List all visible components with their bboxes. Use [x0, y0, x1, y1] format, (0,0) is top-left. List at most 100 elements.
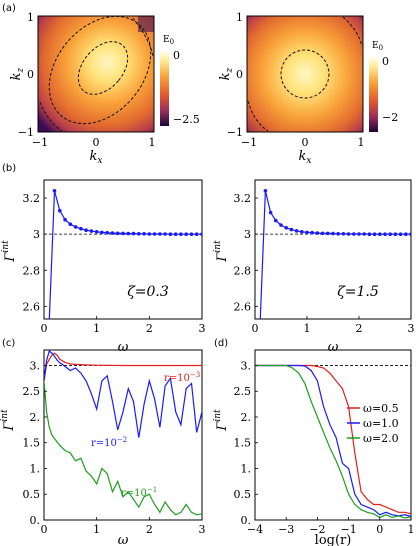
data-point [173, 232, 178, 236]
data-point [63, 217, 67, 222]
data-point [142, 232, 146, 236]
data-point [409, 232, 411, 236]
x-tick-label: 0 [41, 523, 48, 536]
y-tick-label: 2.5 [234, 385, 252, 398]
data-point [362, 232, 367, 236]
heatmap-left-ytick: 0 [27, 68, 34, 81]
series-line-c-0 [44, 352, 202, 381]
heatmap-right-xtick: −1 [241, 136, 257, 149]
series-label-c-r2-sup: −2 [117, 436, 127, 444]
heatmap-right-ylabel-sub: z [225, 67, 235, 73]
series-line-c-1 [44, 350, 202, 438]
y-tick-label: 2.8 [23, 264, 41, 277]
ylabel-b-left: Γint [1, 240, 18, 263]
data-point [152, 232, 157, 236]
y-tick-label: 3. [241, 359, 252, 372]
colorbar-right-label-sub: 0 [379, 44, 383, 52]
y-tick-label: 0. [241, 514, 252, 527]
data-point [58, 208, 62, 213]
heatmap-left-field [38, 16, 154, 132]
legend-label-omega-0-5: ω=0.5 [363, 402, 399, 415]
data-point [126, 231, 131, 236]
panel-label-a: (a) [2, 3, 16, 14]
plot-frame-b-left [43, 179, 203, 320]
data-point [331, 231, 335, 236]
xlabel-c: ω [118, 533, 129, 546]
data-point [179, 232, 183, 236]
data-point [274, 218, 278, 223]
colorbar-left-tick-top: 0 [173, 49, 180, 62]
y-tick-label: 1. [30, 462, 41, 475]
ylabel-b-right-main: Γ [215, 252, 230, 263]
data-point [388, 232, 393, 236]
x-tick-label: 2 [146, 322, 153, 335]
data-point [305, 230, 309, 235]
colorbar-left [160, 50, 169, 126]
heatmap-left-contour-outer [48, 15, 152, 125]
heatmap-panel-right: 1 0 −1 −1 0 1 kx kz E0 0 −2 [218, 11, 398, 166]
colorbar-right-label-main: E [372, 41, 379, 51]
colorbar-right-label: E0 [372, 41, 383, 52]
series-line-c-2 [44, 380, 202, 516]
y-tick-label: 3.2 [234, 192, 252, 205]
ylabel-b-right: Γint [213, 240, 230, 263]
x-tick-label: 3 [199, 523, 206, 536]
series-label-c-r3-main: r=10 [164, 373, 190, 384]
legend-label-omega-1-0: ω=1.0 [363, 417, 399, 430]
data-point [289, 227, 294, 232]
data-point [378, 232, 382, 236]
data-point [279, 223, 283, 227]
data-point [310, 230, 315, 235]
series-line-d-1 [255, 364, 411, 517]
x-tick-label: 1 [93, 523, 100, 536]
y-tick-label: 2.6 [234, 300, 252, 313]
data-point [100, 230, 104, 235]
series-label-c-r3: r=10−3 [164, 371, 200, 384]
line-panel-d: −4 −3 −2 −1 0 1 0. 0.5 1. 1.5 2. 2.5 3. ω=0.5 ω=1.0 … [213, 349, 415, 546]
heatmap-left-xtick: 0 [93, 136, 100, 149]
data-point [194, 232, 199, 236]
y-tick-label: 3. [30, 359, 41, 372]
heatmap-left-xlabel: kx [90, 149, 103, 166]
data-point [315, 231, 320, 235]
series-label-c-r1: r=10−1 [121, 486, 157, 499]
y-tick-label: 2. [30, 411, 41, 424]
heatmap-left-contour-corner [132, 17, 154, 57]
y-tick-label: 2.5 [23, 385, 41, 398]
data-point [73, 225, 78, 229]
data-point [110, 231, 115, 235]
x-tick-label: −2 [309, 523, 325, 536]
heatmap-right-ytick: −1 [227, 126, 243, 139]
data-point [121, 231, 125, 236]
data-point [326, 231, 330, 236]
line-panel-b-right: 0 1 2 3 2.6 2.8 3 3.2 ζ=1.5 ω Γint [213, 179, 415, 355]
data-point [89, 229, 94, 233]
series-group-c [44, 350, 202, 516]
x-tick-label: 1 [304, 322, 311, 335]
heatmap-left-xlabel-sub: x [97, 156, 102, 166]
series-line-d-0 [255, 364, 411, 515]
heatmap-left-xlabel-main: k [90, 149, 98, 164]
heatmap-left-xtick: 1 [149, 136, 156, 149]
series-group-b-left [48, 189, 202, 319]
ticks-c: 0 1 2 3 0. 0.5 1. 1.5 2. 2.5 3. [23, 359, 206, 536]
data-point [320, 231, 325, 236]
y-tick-label: 3.2 [23, 192, 41, 205]
data-point [294, 229, 299, 233]
annotation-zeta-right: ζ=1.5 [337, 284, 379, 300]
ticks-d: −4 −3 −2 −1 0 1 0. 0.5 1. 1.5 2. 2.5 3. [234, 359, 415, 536]
heatmap-left-frame [37, 15, 155, 133]
data-point [94, 230, 99, 234]
ylabel-b-left-main: Γ [3, 252, 18, 263]
ylabel-d: Γint [213, 409, 230, 432]
series-group-b-right [259, 189, 411, 319]
ylabel-c-sup: int [0, 409, 10, 422]
heatmap-panel-left: 1 0 −1 −1 0 1 kx kz E0 0 −2.5 [9, 11, 200, 166]
ticks-b-right: 0 1 2 3 2.6 2.8 3 3.2 [234, 192, 415, 335]
heatmap-right-xtick: 1 [358, 136, 365, 149]
x-tick-label: −3 [278, 523, 294, 536]
y-tick-label: 0.5 [234, 488, 252, 501]
x-tick-label: 2 [356, 322, 363, 335]
colorbar-left-label-sub: 0 [170, 38, 174, 46]
y-tick-label: 0. [30, 514, 41, 527]
